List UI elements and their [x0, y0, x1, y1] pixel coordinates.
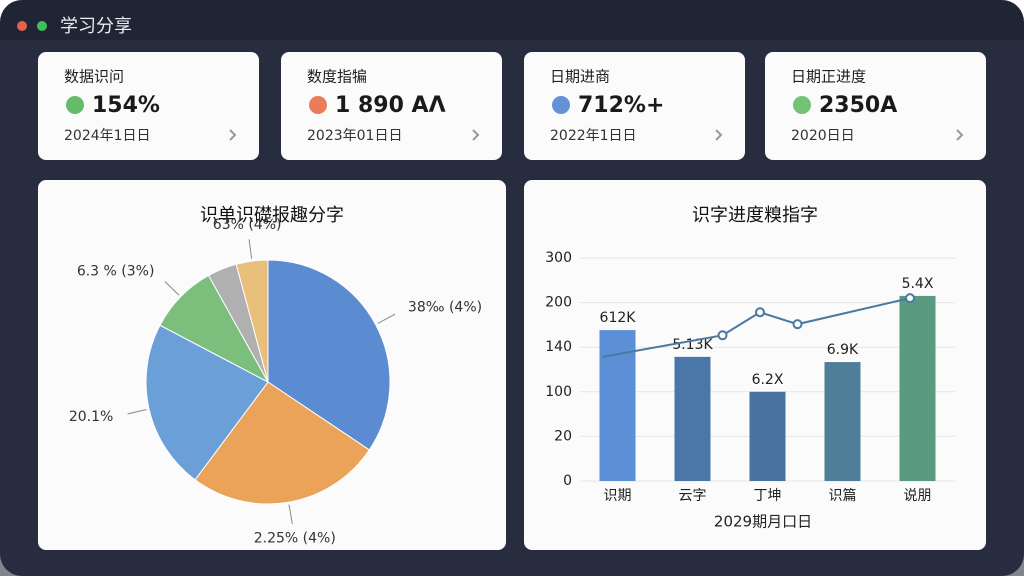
card: [765, 52, 986, 160]
card-date: 2023年01日日: [307, 128, 402, 144]
slice-label: 38‰ (4%): [408, 299, 482, 315]
leader-line: [288, 504, 293, 524]
line-point: [755, 307, 765, 318]
card: [524, 52, 745, 160]
pie-slice: [145, 324, 269, 481]
window-title: 学习分享: [60, 16, 132, 37]
card-label: 日期正进度: [791, 68, 866, 86]
card-chevron: [715, 129, 723, 141]
bar-label: 5.13K: [672, 337, 713, 353]
x-tick-label: 识期: [604, 488, 632, 504]
x-tick-label: 云字: [679, 488, 707, 504]
slice-label: 2.25% (4%): [254, 530, 336, 546]
y-tick-label: 300: [545, 250, 572, 266]
card-label: 数据识问: [64, 68, 124, 86]
card-chevron: [229, 129, 237, 141]
card-date: 2024年1日日: [64, 128, 151, 144]
card-value: 1 890 AΛ: [335, 93, 446, 118]
y-tick-label: 200: [545, 295, 572, 311]
pie-slice: [194, 381, 371, 505]
card-chevron: [956, 129, 964, 141]
bar: [824, 362, 861, 481]
bar-label: 6.2X: [752, 372, 784, 388]
card-date: 2020日日: [791, 128, 855, 144]
card-icon: [66, 96, 84, 114]
pie-slice: [267, 259, 391, 451]
x-axis-label: 2029期月口日: [714, 513, 812, 531]
chart-title: 识字进度糗指字: [692, 205, 818, 226]
card-value: 154%: [92, 93, 160, 118]
bar: [674, 356, 711, 481]
bar-panel: [524, 180, 986, 550]
y-tick-label: 100: [545, 384, 572, 400]
leader-line: [377, 313, 396, 324]
bar: [599, 330, 636, 481]
card-label: 数度指犏: [307, 68, 367, 86]
line-point: [717, 330, 728, 341]
leader-line: [248, 239, 253, 259]
leader-line: [164, 281, 180, 296]
card-icon: [309, 96, 327, 114]
dot-red[interactable]: [17, 21, 27, 31]
card: [38, 52, 259, 160]
card-icon: [552, 96, 570, 114]
slice-label: 6.3 % (3%): [77, 263, 155, 279]
line-point: [792, 319, 803, 330]
x-tick-label: 识篇: [829, 488, 857, 504]
card-label: 日期进商: [550, 68, 610, 86]
bar: [749, 391, 786, 481]
x-tick-label: 说朋: [904, 488, 932, 504]
pie-slice: [235, 259, 269, 383]
card: [281, 52, 502, 160]
bar-label: 612K: [600, 310, 637, 326]
card-value: 712%+: [578, 93, 664, 118]
card-icon: [793, 96, 811, 114]
bar-label: 6.9K: [827, 342, 859, 358]
line-point: [905, 293, 915, 304]
slice-label: 20.1%: [69, 409, 113, 425]
y-tick-label: 0: [563, 473, 572, 489]
card-date: 2022年1日日: [550, 128, 637, 144]
chart-title: 识单识礎报趣分字: [200, 205, 344, 226]
x-tick-label: 丁坤: [754, 488, 782, 504]
dot-green[interactable]: [37, 21, 47, 31]
bar-label: 5.4X: [902, 276, 934, 292]
card-value: 2350A: [819, 93, 897, 118]
bar: [899, 295, 936, 481]
y-tick-label: 20: [554, 428, 572, 444]
y-tick-label: 140: [545, 339, 572, 355]
card-chevron: [472, 129, 480, 141]
slice-label: 63% (4%): [213, 217, 282, 233]
leader-line: [127, 409, 147, 415]
